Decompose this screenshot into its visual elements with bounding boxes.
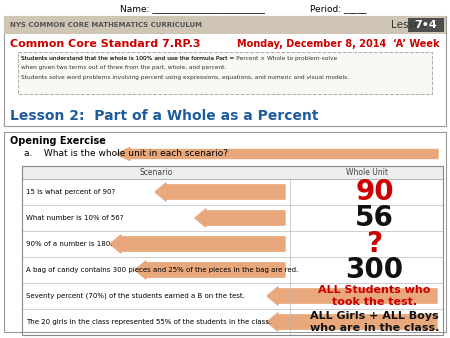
- FancyArrow shape: [116, 147, 438, 161]
- Text: 56: 56: [355, 204, 394, 232]
- Text: Students understand that the whole is 100% and use the formula Part =: Students understand that the whole is 10…: [21, 56, 236, 61]
- FancyArrow shape: [195, 209, 285, 227]
- Text: 15 is what percent of 90?: 15 is what percent of 90?: [26, 189, 115, 195]
- Text: Whole Unit: Whole Unit: [346, 168, 387, 177]
- Text: Common Core Standard 7.RP.3: Common Core Standard 7.RP.3: [10, 39, 201, 49]
- Text: Period: _____: Period: _____: [310, 4, 366, 14]
- FancyArrow shape: [155, 183, 285, 201]
- FancyArrow shape: [135, 261, 285, 279]
- Text: Monday, December 8, 2014  ‘A’ Week: Monday, December 8, 2014 ‘A’ Week: [238, 39, 440, 49]
- Text: ALL Students who
took the test.: ALL Students who took the test.: [318, 285, 431, 307]
- FancyBboxPatch shape: [4, 16, 446, 126]
- FancyBboxPatch shape: [18, 52, 432, 94]
- FancyArrow shape: [267, 287, 437, 305]
- Text: Seventy percent (70%) of the students earned a B on the test.: Seventy percent (70%) of the students ea…: [26, 293, 245, 299]
- Text: A bag of candy contains 300 pieces and 25% of the pieces in the bag are red.: A bag of candy contains 300 pieces and 2…: [26, 267, 298, 273]
- FancyArrow shape: [110, 235, 285, 253]
- Text: Name: _________________________: Name: _________________________: [120, 4, 265, 14]
- Text: 300: 300: [346, 256, 404, 284]
- Text: when given two terms out of three from the part, whole, and percent.: when given two terms out of three from t…: [21, 65, 226, 70]
- Text: The 20 girls in the class represented 55% of the students in the class.: The 20 girls in the class represented 55…: [26, 319, 271, 325]
- FancyBboxPatch shape: [4, 16, 446, 34]
- FancyBboxPatch shape: [4, 132, 446, 332]
- Text: ALL Girls + ALL Boys
who are in the class.: ALL Girls + ALL Boys who are in the clas…: [310, 311, 439, 333]
- Text: Lesson 2:  Part of a Whole as a Percent: Lesson 2: Part of a Whole as a Percent: [10, 109, 319, 123]
- Text: 7•4: 7•4: [414, 20, 437, 30]
- Text: Scenario: Scenario: [140, 168, 173, 177]
- Text: ?: ?: [366, 230, 382, 258]
- FancyArrow shape: [267, 313, 437, 331]
- Text: Students solve word problems involving percent using expressions, equations, and: Students solve word problems involving p…: [21, 75, 349, 80]
- Text: Students understand that the whole is 100% and use the formula Part = Percent × : Students understand that the whole is 10…: [21, 56, 337, 61]
- FancyBboxPatch shape: [408, 18, 444, 32]
- Text: What number is 10% of 56?: What number is 10% of 56?: [26, 215, 123, 221]
- Text: 90: 90: [355, 178, 394, 206]
- Text: a.    What is the whole unit in each scenario?: a. What is the whole unit in each scenar…: [24, 149, 228, 159]
- FancyBboxPatch shape: [22, 166, 443, 179]
- Text: 90% of a number is 180.: 90% of a number is 180.: [26, 241, 112, 247]
- Text: Lesson 2: Lesson 2: [391, 20, 437, 30]
- Text: Opening Exercise: Opening Exercise: [10, 136, 106, 146]
- Text: NYS COMMON CORE MATHEMATICS CURRICULUM: NYS COMMON CORE MATHEMATICS CURRICULUM: [10, 22, 202, 28]
